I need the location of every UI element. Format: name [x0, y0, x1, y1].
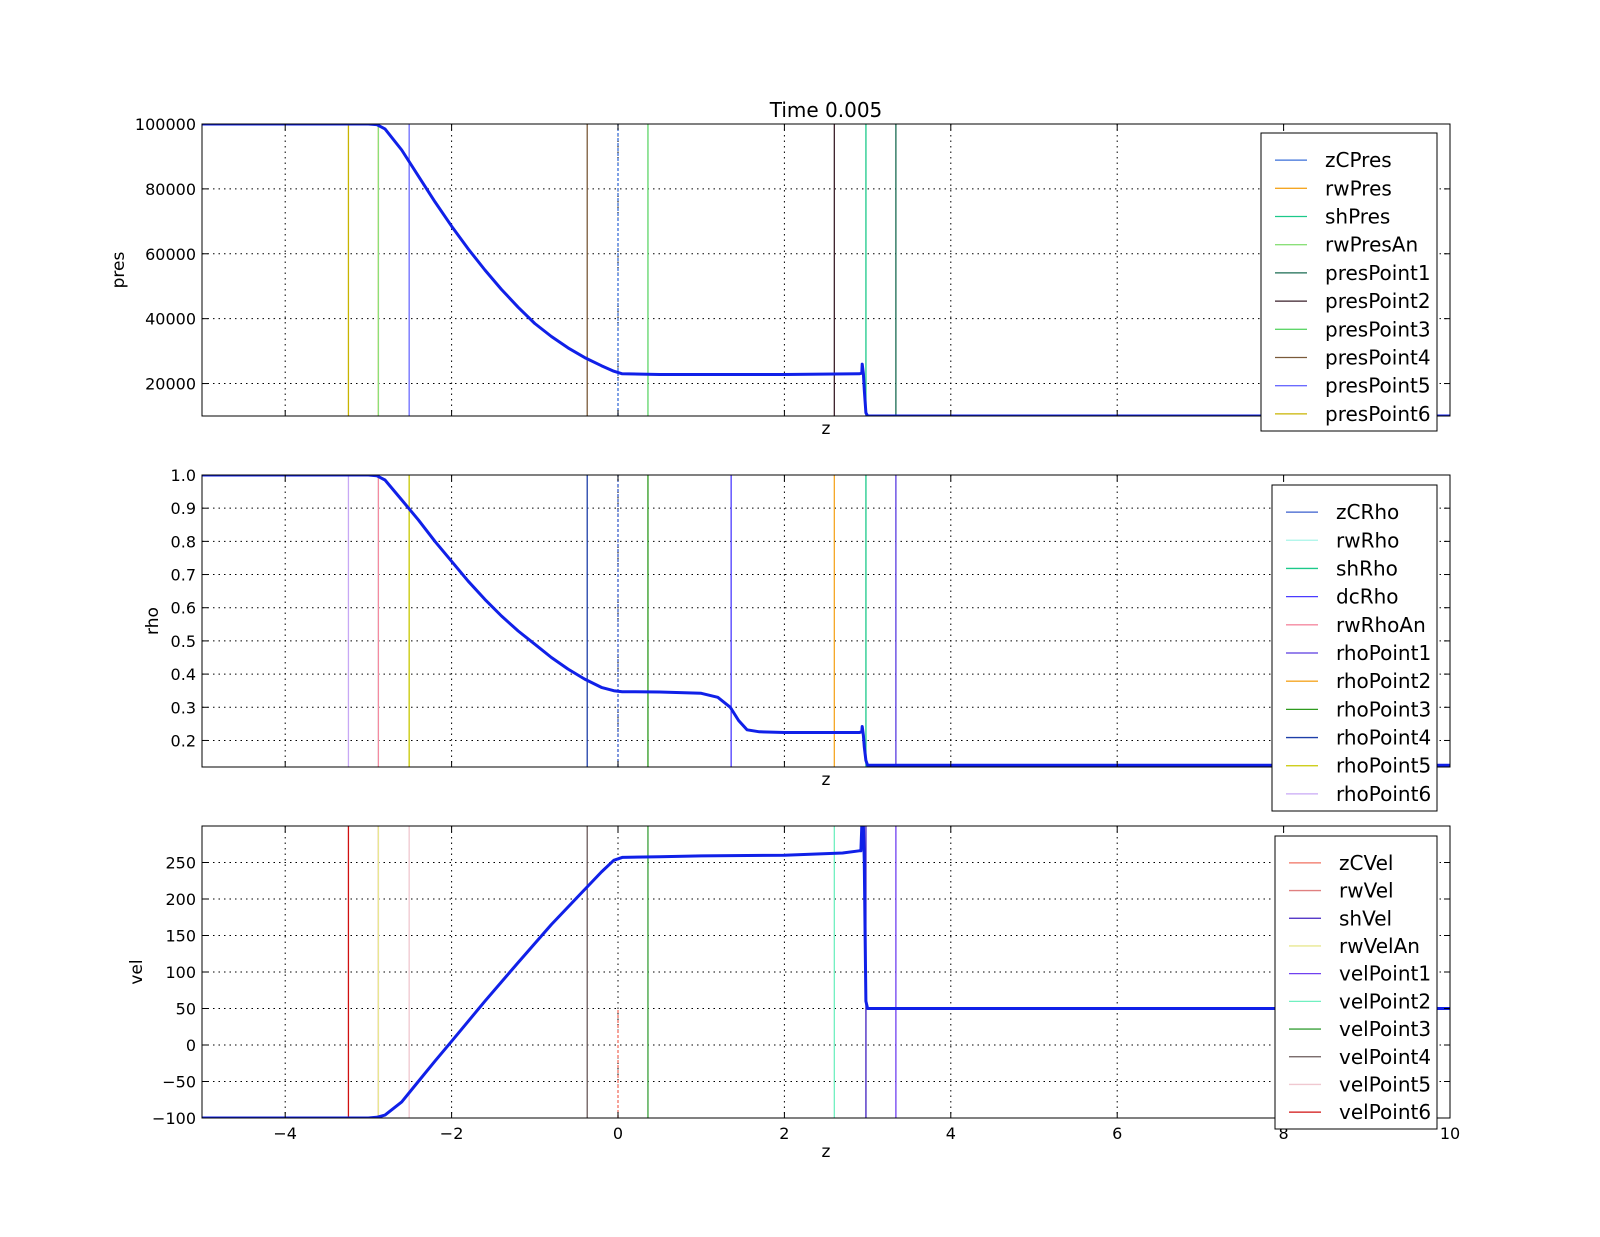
legend-label-presPoint4: presPoint4	[1325, 346, 1431, 370]
y-tick-label: 40000	[145, 310, 196, 329]
y-tick-label: 50	[176, 1000, 196, 1019]
x-axis-label: z	[822, 1142, 831, 1162]
y-tick-label: 200	[165, 890, 196, 909]
y-tick-label: 80000	[145, 180, 196, 199]
y-tick-label: 60000	[145, 245, 196, 264]
profile-curve	[202, 826, 1450, 1118]
x-tick-label: 4	[946, 1124, 956, 1143]
x-tick-label: 8	[1279, 1124, 1289, 1143]
legend-label-rwPres: rwPres	[1325, 176, 1392, 200]
legend-label-rhoPoint1: rhoPoint1	[1336, 641, 1431, 665]
y-tick-label: 0.5	[171, 632, 196, 651]
legend-label-presPoint5: presPoint5	[1325, 374, 1431, 398]
figure-title: Time 0.005	[769, 98, 883, 122]
y-axis-label: pres	[109, 252, 129, 289]
legend-label-velPoint5: velPoint5	[1339, 1072, 1431, 1096]
legend-label-shRho: shRho	[1336, 556, 1398, 580]
legend-label-rwRho: rwRho	[1336, 528, 1399, 552]
legend-label-presPoint2: presPoint2	[1325, 289, 1431, 313]
legend-label-velPoint1: velPoint1	[1339, 962, 1431, 986]
y-tick-label: 250	[165, 854, 196, 873]
x-axis-label: z	[822, 770, 831, 790]
y-tick-label: 20000	[145, 375, 196, 394]
legend-label-dcRho: dcRho	[1336, 585, 1399, 609]
legend-label-presPoint6: presPoint6	[1325, 402, 1431, 426]
legend-label-rwPresAn: rwPresAn	[1325, 233, 1418, 257]
x-tick-label: 0	[613, 1124, 623, 1143]
legend-label-rhoPoint4: rhoPoint4	[1336, 726, 1431, 750]
y-tick-label: −50	[162, 1073, 196, 1092]
legend: zCVel rwVel shVel rwVelAn velPoint1 velPoint2…	[1274, 835, 1438, 1130]
y-tick-label: 0.4	[171, 665, 196, 684]
x-tick-label: 6	[1112, 1124, 1122, 1143]
y-tick-label: 0.7	[171, 566, 196, 585]
legend-label-rwVelAn: rwVelAn	[1339, 934, 1420, 958]
x-tick-label: −4	[273, 1124, 297, 1143]
legend-label-rhoPoint2: rhoPoint2	[1336, 669, 1431, 693]
legend-label-presPoint1: presPoint1	[1325, 261, 1431, 285]
legend-label-rhoPoint6: rhoPoint6	[1336, 782, 1431, 806]
legend-label-rwVel: rwVel	[1339, 879, 1394, 903]
legend-label-presPoint3: presPoint3	[1325, 317, 1431, 341]
y-tick-label: 0	[186, 1036, 196, 1055]
legend-label-velPoint2: velPoint2	[1339, 989, 1431, 1013]
y-tick-label: 1.0	[171, 466, 196, 485]
profile-curve	[202, 475, 1450, 767]
legend-label-shPres: shPres	[1325, 205, 1390, 229]
legend-box	[1274, 835, 1438, 1130]
legend-label-rwRhoAn: rwRhoAn	[1336, 613, 1426, 637]
plot-area	[202, 826, 1450, 1118]
profile-curve	[202, 124, 1450, 416]
plot-area	[202, 124, 1450, 416]
density-panel: 0.2 0.3 0.4 0.5 0.6 0.7 0.8 0.9 1.0 z rho zCRho rwRh…	[143, 466, 1451, 812]
legend-label-zCRho: zCRho	[1336, 500, 1399, 524]
axes-frame	[201, 123, 1451, 417]
pressure-panel: 20000 40000 60000 80000 100000 z pres zCPres rwP…	[109, 115, 1451, 439]
y-tick-label: 100	[165, 963, 196, 982]
legend-label-velPoint3: velPoint3	[1339, 1017, 1431, 1041]
y-axis-label: rho	[143, 607, 163, 635]
legend-label-rhoPoint5: rhoPoint5	[1336, 754, 1431, 778]
x-tick-label: 10	[1440, 1124, 1460, 1143]
legend-box	[1271, 484, 1438, 812]
y-tick-label: 0.9	[171, 499, 196, 518]
y-tick-label: 100000	[135, 115, 196, 134]
plot-area	[202, 475, 1450, 767]
x-tick-label: 2	[779, 1124, 789, 1143]
legend-label-velPoint6: velPoint6	[1339, 1100, 1431, 1124]
y-tick-label: 0.6	[171, 599, 196, 618]
axes-frame	[201, 474, 1451, 768]
x-tick-label: −2	[440, 1124, 464, 1143]
legend-box	[1260, 132, 1438, 432]
y-tick-label: −100	[152, 1109, 196, 1128]
velocity-panel: −4 −2 0 2 4 6 8 10 −100 −50 0 50 100 150 200 250 z vel zCV…	[127, 825, 1460, 1162]
y-tick-label: 0.3	[171, 698, 196, 717]
y-tick-label: 0.2	[171, 731, 196, 750]
y-tick-label: 150	[165, 927, 196, 946]
legend-label-zCVel: zCVel	[1339, 851, 1393, 875]
x-axis-label: z	[822, 419, 831, 439]
legend-label-shVel: shVel	[1339, 906, 1392, 930]
legend: zCPres rwPres shPres rwPresAn presPoint1 pres…	[1260, 132, 1438, 432]
legend-label-velPoint4: velPoint4	[1339, 1045, 1431, 1069]
y-axis-label: vel	[127, 959, 147, 984]
legend: zCRho rwRho shRho dcRho rwRhoAn rhoPoint1 rhoP…	[1271, 484, 1438, 812]
legend-label-rhoPoint3: rhoPoint3	[1336, 697, 1431, 721]
legend-label-zCPres: zCPres	[1325, 148, 1392, 172]
y-tick-label: 0.8	[171, 532, 196, 551]
